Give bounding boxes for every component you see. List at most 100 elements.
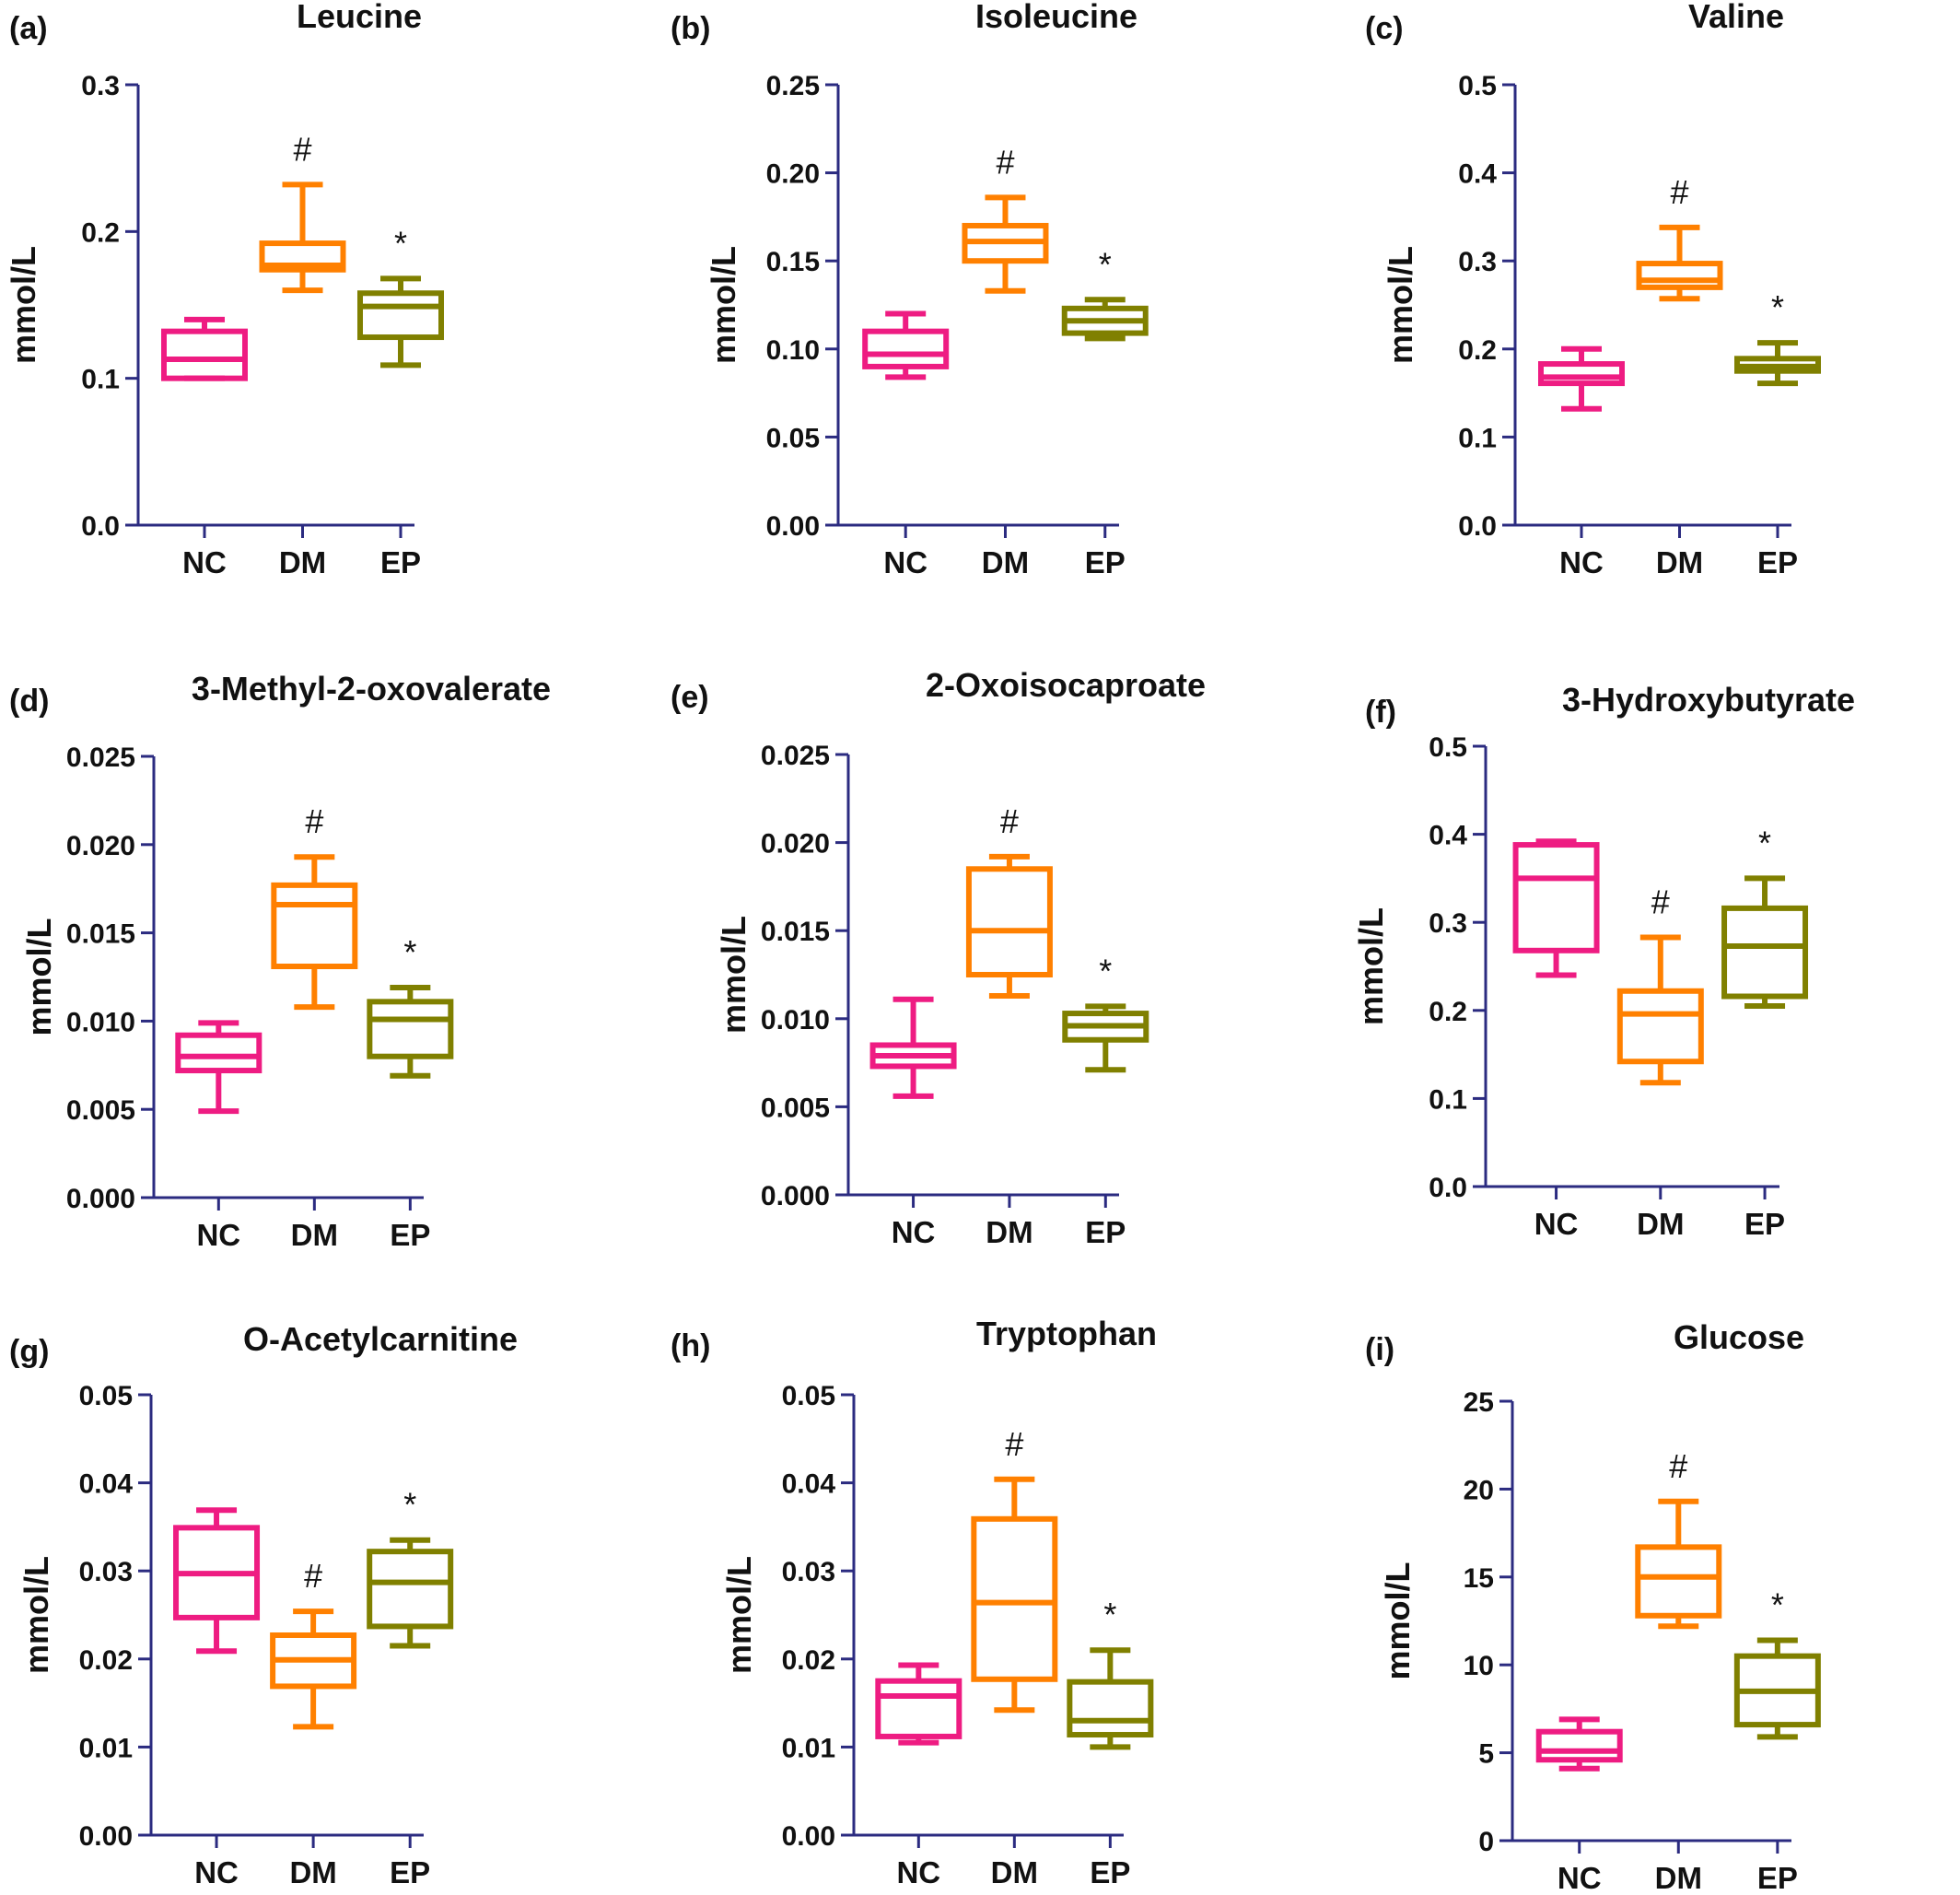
y-axis-label: mmol/L [1352,907,1390,1025]
y-tick-label: 0.0 [81,511,120,542]
y-tick-label: 0.1 [1429,1084,1467,1115]
y-tick-label: 0.05 [766,423,820,453]
x-tick-label: DM [291,1218,338,1252]
x-tick-label: NC [896,1855,940,1889]
x-tick-label: EP [390,1218,430,1252]
chart-title: 3-Methyl-2-oxovalerate [192,670,551,708]
significance-marker: # [1651,883,1670,920]
chart-title: Glucose [1674,1318,1804,1356]
box-nc [1538,345,1625,412]
y-axis-label: mmol/L [705,246,742,364]
chart-panel: (c) Valine mmol/L 0.0 0.1 0.2 0.3 0.4 0.5 NC # DM * E… [1365,0,1821,579]
y-tick-label: 0.01 [79,1733,133,1763]
y-tick-label: 0.025 [761,741,830,771]
y-tick-label: 0.5 [1458,71,1497,101]
x-tick-label: EP [1757,1861,1798,1895]
iqr-box [1535,1728,1623,1763]
x-tick-label: EP [1744,1207,1785,1241]
box-dm: # [971,1425,1058,1714]
chart-panel: (e) 2-Oxoisocaproate mmol/L 0.000 0.005 0.010… [671,666,1206,1249]
box-nc [161,316,248,381]
panel-label: (e) [671,680,709,715]
y-tick-label: 0.25 [766,71,820,101]
iqr-box [965,866,1053,977]
box-dm: # [259,130,346,294]
significance-marker: # [1670,173,1688,211]
chart-title: O-Acetylcarnitine [243,1320,518,1358]
y-axis-label: mmol/L [1379,1562,1417,1679]
y-tick-label: 0.00 [79,1821,133,1852]
x-tick-label: EP [1090,1855,1130,1889]
x-tick-label: DM [1656,545,1703,579]
box-nc [173,1507,261,1655]
panel-label: (a) [9,11,48,46]
chart-title: 3-Hydroxybutyrate [1562,681,1855,719]
y-tick-label: 0.020 [66,831,135,861]
y-tick-label: 0.15 [766,247,820,277]
y-axis-label: mmol/L [715,916,752,1034]
y-tick-label: 0.05 [782,1381,835,1411]
chart-title: 2-Oxoisocaproate [926,666,1206,704]
y-tick-label: 0.10 [766,335,820,366]
y-tick-label: 0.000 [66,1184,135,1214]
y-tick-label: 0.010 [66,1007,135,1037]
panel-label: (f) [1365,695,1396,730]
chart-panel: (g) O-Acetylcarnitine mmol/L 0.00 0.01 0.02 0.… [9,1320,518,1889]
y-tick-label: 0 [1478,1827,1494,1857]
iqr-box [367,999,454,1059]
y-tick-label: 0.04 [782,1469,836,1500]
y-tick-label: 0.2 [81,217,120,248]
chart-panel: (b) Isoleucine mmol/L 0.00 0.05 0.10 0.15 0.20 0… [671,0,1149,579]
significance-marker: * [403,1486,416,1524]
panel-label: (i) [1365,1332,1394,1367]
significance-marker: # [305,802,323,840]
iqr-box [1538,361,1625,387]
iqr-box [1067,1679,1154,1738]
box-ep: * [1721,824,1809,1010]
x-tick-label: NC [196,1218,240,1252]
y-tick-label: 0.03 [79,1557,133,1587]
x-tick-label: DM [1637,1207,1684,1241]
y-tick-label: 25 [1464,1387,1494,1418]
box-nc [875,1662,962,1746]
x-tick-label: EP [1085,545,1126,579]
box-nc [175,1020,262,1115]
box-dm: # [271,802,358,1011]
significance-marker: # [293,130,311,168]
x-tick-label: NC [182,545,227,579]
y-tick-label: 0.0 [1429,1173,1467,1203]
box-dm: # [270,1557,357,1730]
iqr-box [1635,1544,1722,1619]
panel-label: (h) [671,1328,710,1363]
y-tick-label: 0.4 [1429,821,1467,851]
y-tick-label: 0.2 [1429,997,1467,1027]
y-tick-label: 5 [1478,1739,1494,1770]
y-axis-label: mmol/L [1382,246,1419,364]
chart-panel: (h) Tryptophan mmol/L 0.00 0.01 0.02 0.03 0.04 0… [671,1315,1157,1889]
iqr-box [971,1515,1058,1682]
x-tick-label: EP [380,545,421,579]
iqr-box [1721,905,1809,1000]
iqr-box [367,1549,454,1630]
iqr-box [862,328,950,369]
iqr-box [1616,988,1704,1065]
significance-marker: * [1099,245,1112,283]
x-tick-label: DM [986,1215,1032,1249]
panel-label: (g) [9,1334,49,1369]
chart-title: Leucine [297,0,422,35]
panel-label: (c) [1365,11,1404,46]
y-tick-label: 15 [1464,1563,1494,1594]
x-tick-label: NC [194,1855,239,1889]
y-tick-label: 0.5 [1429,732,1467,763]
iqr-box [875,1678,962,1739]
significance-marker: # [1669,1447,1687,1485]
y-tick-label: 0.04 [79,1469,134,1500]
box-ep: * [357,224,444,368]
x-tick-label: NC [1534,1207,1579,1241]
y-tick-label: 0.05 [79,1381,133,1411]
box-nc [1512,838,1600,978]
y-tick-label: 0.00 [782,1821,835,1852]
iqr-box [259,240,346,273]
significance-marker: * [403,933,416,971]
